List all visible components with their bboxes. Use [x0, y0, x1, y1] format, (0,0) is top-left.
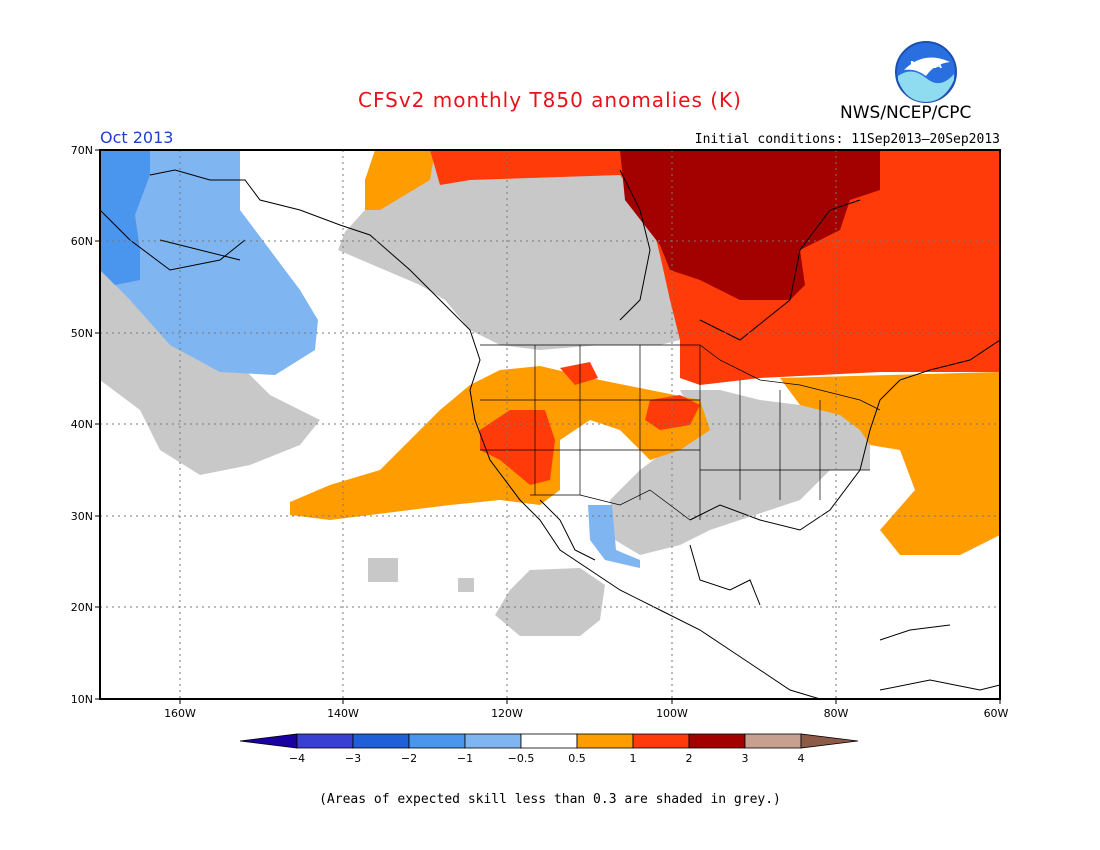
legend-label: 2: [686, 752, 693, 765]
legend-color-box: [408, 733, 466, 749]
logo-text: NOAA: [910, 60, 942, 71]
lon-label: 60W: [984, 707, 1009, 720]
legend-arrow-low: [239, 733, 298, 749]
lat-label: 50N: [71, 327, 93, 340]
low-skill-region-mexico-pacific: [495, 568, 605, 636]
graticule: [100, 150, 1000, 699]
warm-anomaly-plains: [645, 395, 700, 430]
lon-label: 160W: [164, 707, 196, 720]
warm-anomaly-yukon: [365, 150, 435, 210]
warm-anomaly-atlantic: [780, 372, 1000, 555]
legend-label: −2: [401, 752, 417, 765]
initial-conditions: Initial conditions: 11Sep2013–20Sep2013: [694, 132, 1000, 147]
valid-month: Oct 2013: [100, 128, 174, 147]
color-legend: −4 −3 −2 −1 −0.5 0.5 1 2 3 4: [239, 733, 859, 765]
legend-color-box: [576, 733, 634, 749]
low-skill-region-canada: [335, 150, 680, 350]
lat-label: 20N: [71, 601, 93, 614]
legend-arrow-high: [800, 733, 859, 749]
legend-color-box: [520, 733, 578, 749]
noaa-logo: NOAA: [894, 40, 958, 108]
lon-label: 140W: [327, 707, 359, 720]
axis-ticks: [95, 149, 1001, 704]
low-skill-island: [458, 578, 474, 592]
anomaly-field: [100, 150, 1000, 636]
agency-label: NWS/NCEP/CPC: [840, 103, 972, 123]
warm-anomaly-southwest: [480, 410, 555, 485]
legend-label: −3: [345, 752, 361, 765]
legend-label: 3: [742, 752, 749, 765]
legend-label: −0.5: [508, 752, 535, 765]
legend-label: 0.5: [568, 752, 586, 765]
lat-label: 10N: [71, 693, 93, 706]
legend-color-box: [632, 733, 690, 749]
cold-anomaly-mexico: [588, 505, 640, 568]
legend-label: 1: [630, 752, 637, 765]
legend-color-box: [744, 733, 802, 749]
legend-label: −4: [289, 752, 305, 765]
warm-anomaly-rockies: [560, 362, 598, 385]
political-borders: [480, 344, 881, 521]
map-title: CFSv2 monthly T850 anomalies (K): [358, 88, 742, 112]
footnote: (Areas of expected skill less than 0.3 a…: [319, 792, 781, 807]
lat-label: 60N: [71, 235, 93, 248]
latitude-labels: 70N 60N 50N 40N 30N 20N 10N: [71, 144, 93, 706]
legend-label: 4: [798, 752, 805, 765]
legend-color-box: [464, 733, 522, 749]
low-skill-island: [368, 558, 398, 582]
legend-color-box: [296, 733, 354, 749]
lon-label: 120W: [491, 707, 523, 720]
lat-label: 70N: [71, 144, 93, 157]
warm-anomaly-hudson-bay: [620, 150, 880, 300]
cold-anomaly-medium: [100, 150, 150, 285]
lon-label: 80W: [824, 707, 849, 720]
legend-label: −1: [457, 752, 473, 765]
lat-label: 30N: [71, 510, 93, 523]
legend-color-box: [352, 733, 410, 749]
lon-label: 100W: [656, 707, 688, 720]
coastlines: [100, 169, 1000, 699]
legend-color-box: [688, 733, 746, 749]
lat-label: 40N: [71, 418, 93, 431]
longitude-labels: 160W 140W 120W 100W 80W 60W: [164, 707, 1008, 720]
